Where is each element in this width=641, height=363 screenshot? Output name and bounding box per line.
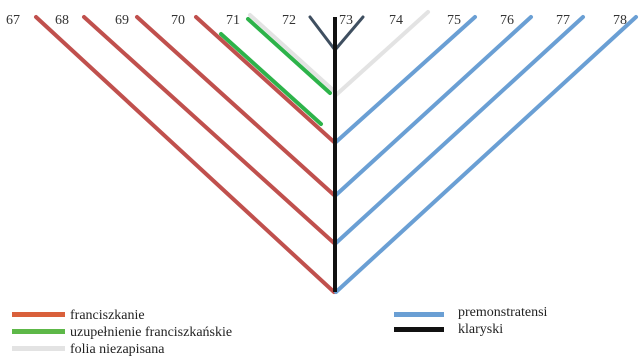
leaf-75-stroke xyxy=(334,15,477,144)
leaf-68-stroke xyxy=(82,15,336,245)
leaf-label-71: 71 xyxy=(226,13,240,28)
leaf-67-stroke xyxy=(34,15,336,294)
leaf-77-stroke xyxy=(334,15,585,245)
leaf-label-75: 75 xyxy=(447,13,461,28)
leaf-label-67: 67 xyxy=(6,13,20,28)
legend: franciszkanie uzupełnienie franciszkańsk… xyxy=(12,305,548,357)
legend-swatch-poor-clares xyxy=(394,327,444,332)
legend-label-premonstratensians: premonstratensi xyxy=(458,305,548,320)
supplement-stroke-long xyxy=(219,32,323,126)
legend-swatch-blank-folio xyxy=(12,346,65,351)
leaf-label-78: 78 xyxy=(613,13,627,28)
blank-folio-left xyxy=(248,13,335,92)
leaf-76-stroke xyxy=(334,15,533,197)
top-fork-right xyxy=(333,15,365,52)
legend-swatch-premonstratensians xyxy=(394,312,444,317)
supplement-stroke-short xyxy=(246,17,332,95)
legend-swatch-franciscans xyxy=(12,312,65,317)
leaf-label-70: 70 xyxy=(171,13,185,28)
leaf-label-76: 76 xyxy=(500,13,514,28)
leaf-69-stroke xyxy=(135,15,336,197)
legend-label-franciscan-supplement: uzupełnienie franciszkańskie xyxy=(70,325,232,340)
leaf-78-stroke xyxy=(334,15,638,294)
leaf-label-72: 72 xyxy=(282,13,296,28)
leaf-label-69: 69 xyxy=(115,13,129,28)
top-fork-left xyxy=(308,15,337,52)
legend-label-blank-folio: folia niezapisana xyxy=(70,342,165,357)
leaf-label-77: 77 xyxy=(556,13,570,28)
legend-label-franciscans: franciszkanie xyxy=(70,308,145,323)
leaf-label-68: 68 xyxy=(55,13,69,28)
leaf-70-stroke xyxy=(194,15,336,144)
legend-label-poor-clares: klaryski xyxy=(458,322,503,337)
blank-folio-right xyxy=(334,10,430,97)
leaf-label-73: 73 xyxy=(339,13,353,28)
leaf-label-74: 74 xyxy=(389,13,403,28)
legend-swatch-franciscan-supplement xyxy=(12,329,65,334)
